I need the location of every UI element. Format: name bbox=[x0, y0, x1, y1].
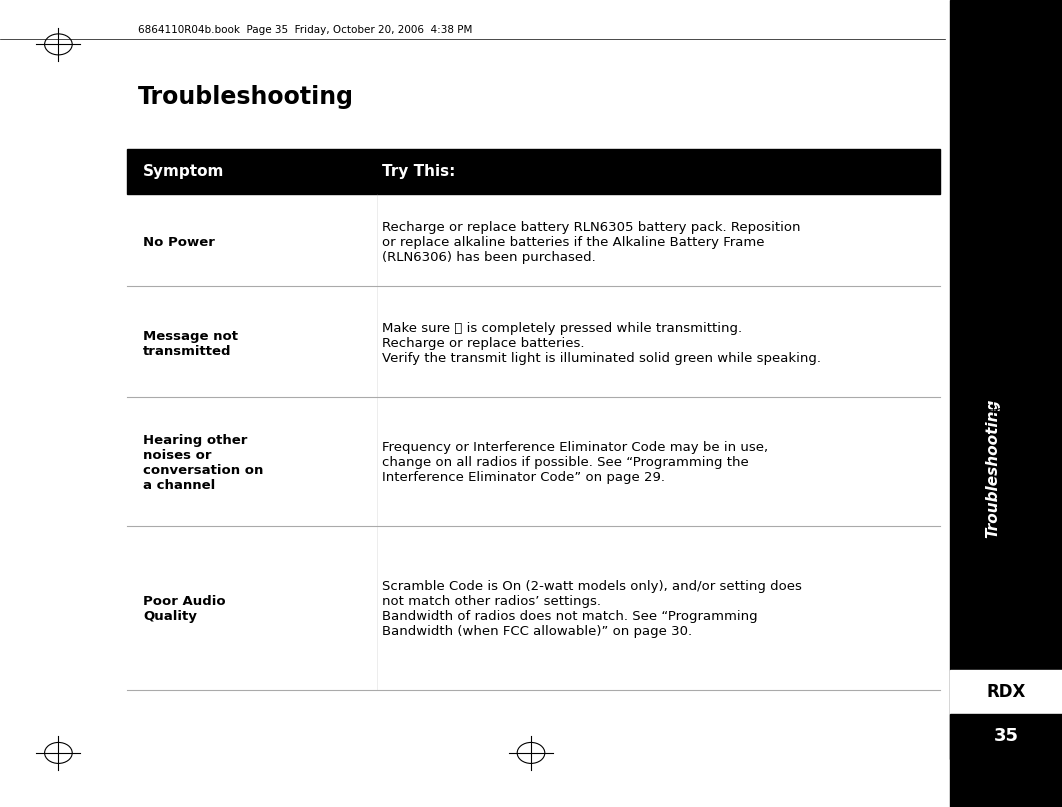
Text: Recharge or replace battery RLN6305 battery pack. Reposition
or replace alkaline: Recharge or replace battery RLN6305 batt… bbox=[382, 220, 801, 264]
Text: No Power: No Power bbox=[143, 236, 216, 249]
Text: 6864110R04b.book  Page 35  Friday, October 20, 2006  4:38 PM: 6864110R04b.book Page 35 Friday, October… bbox=[138, 25, 473, 35]
Text: Troubleshooting: Troubleshooting bbox=[138, 85, 354, 109]
Text: RDX: RDX bbox=[987, 683, 1026, 701]
Bar bbox=[950, 670, 1062, 714]
Text: Poor Audio
Quality: Poor Audio Quality bbox=[143, 596, 226, 623]
Text: Hearing other
noises or
conversation on
a channel: Hearing other noises or conversation on … bbox=[143, 434, 263, 491]
Bar bbox=[950, 714, 1062, 759]
Text: Symptom: Symptom bbox=[143, 164, 225, 179]
Text: Message not
transmitted: Message not transmitted bbox=[143, 330, 238, 358]
Text: Frequency or Interference Eliminator Code may be in use,
change on all radios if: Frequency or Interference Eliminator Cod… bbox=[382, 441, 769, 484]
Text: 35: 35 bbox=[994, 727, 1018, 746]
Text: Make sure Ⓟ is completely pressed while transmitting.
Recharge or replace batter: Make sure Ⓟ is completely pressed while … bbox=[382, 322, 821, 366]
Text: Scramble Code is On (2-watt models only), and/or setting does
not match other ra: Scramble Code is On (2-watt models only)… bbox=[382, 580, 802, 638]
Text: Try This:: Try This: bbox=[382, 164, 456, 179]
Text: Troubleshooting: Troubleshooting bbox=[986, 399, 1000, 537]
Bar bbox=[127, 149, 940, 194]
Bar bbox=[950, 0, 1062, 807]
